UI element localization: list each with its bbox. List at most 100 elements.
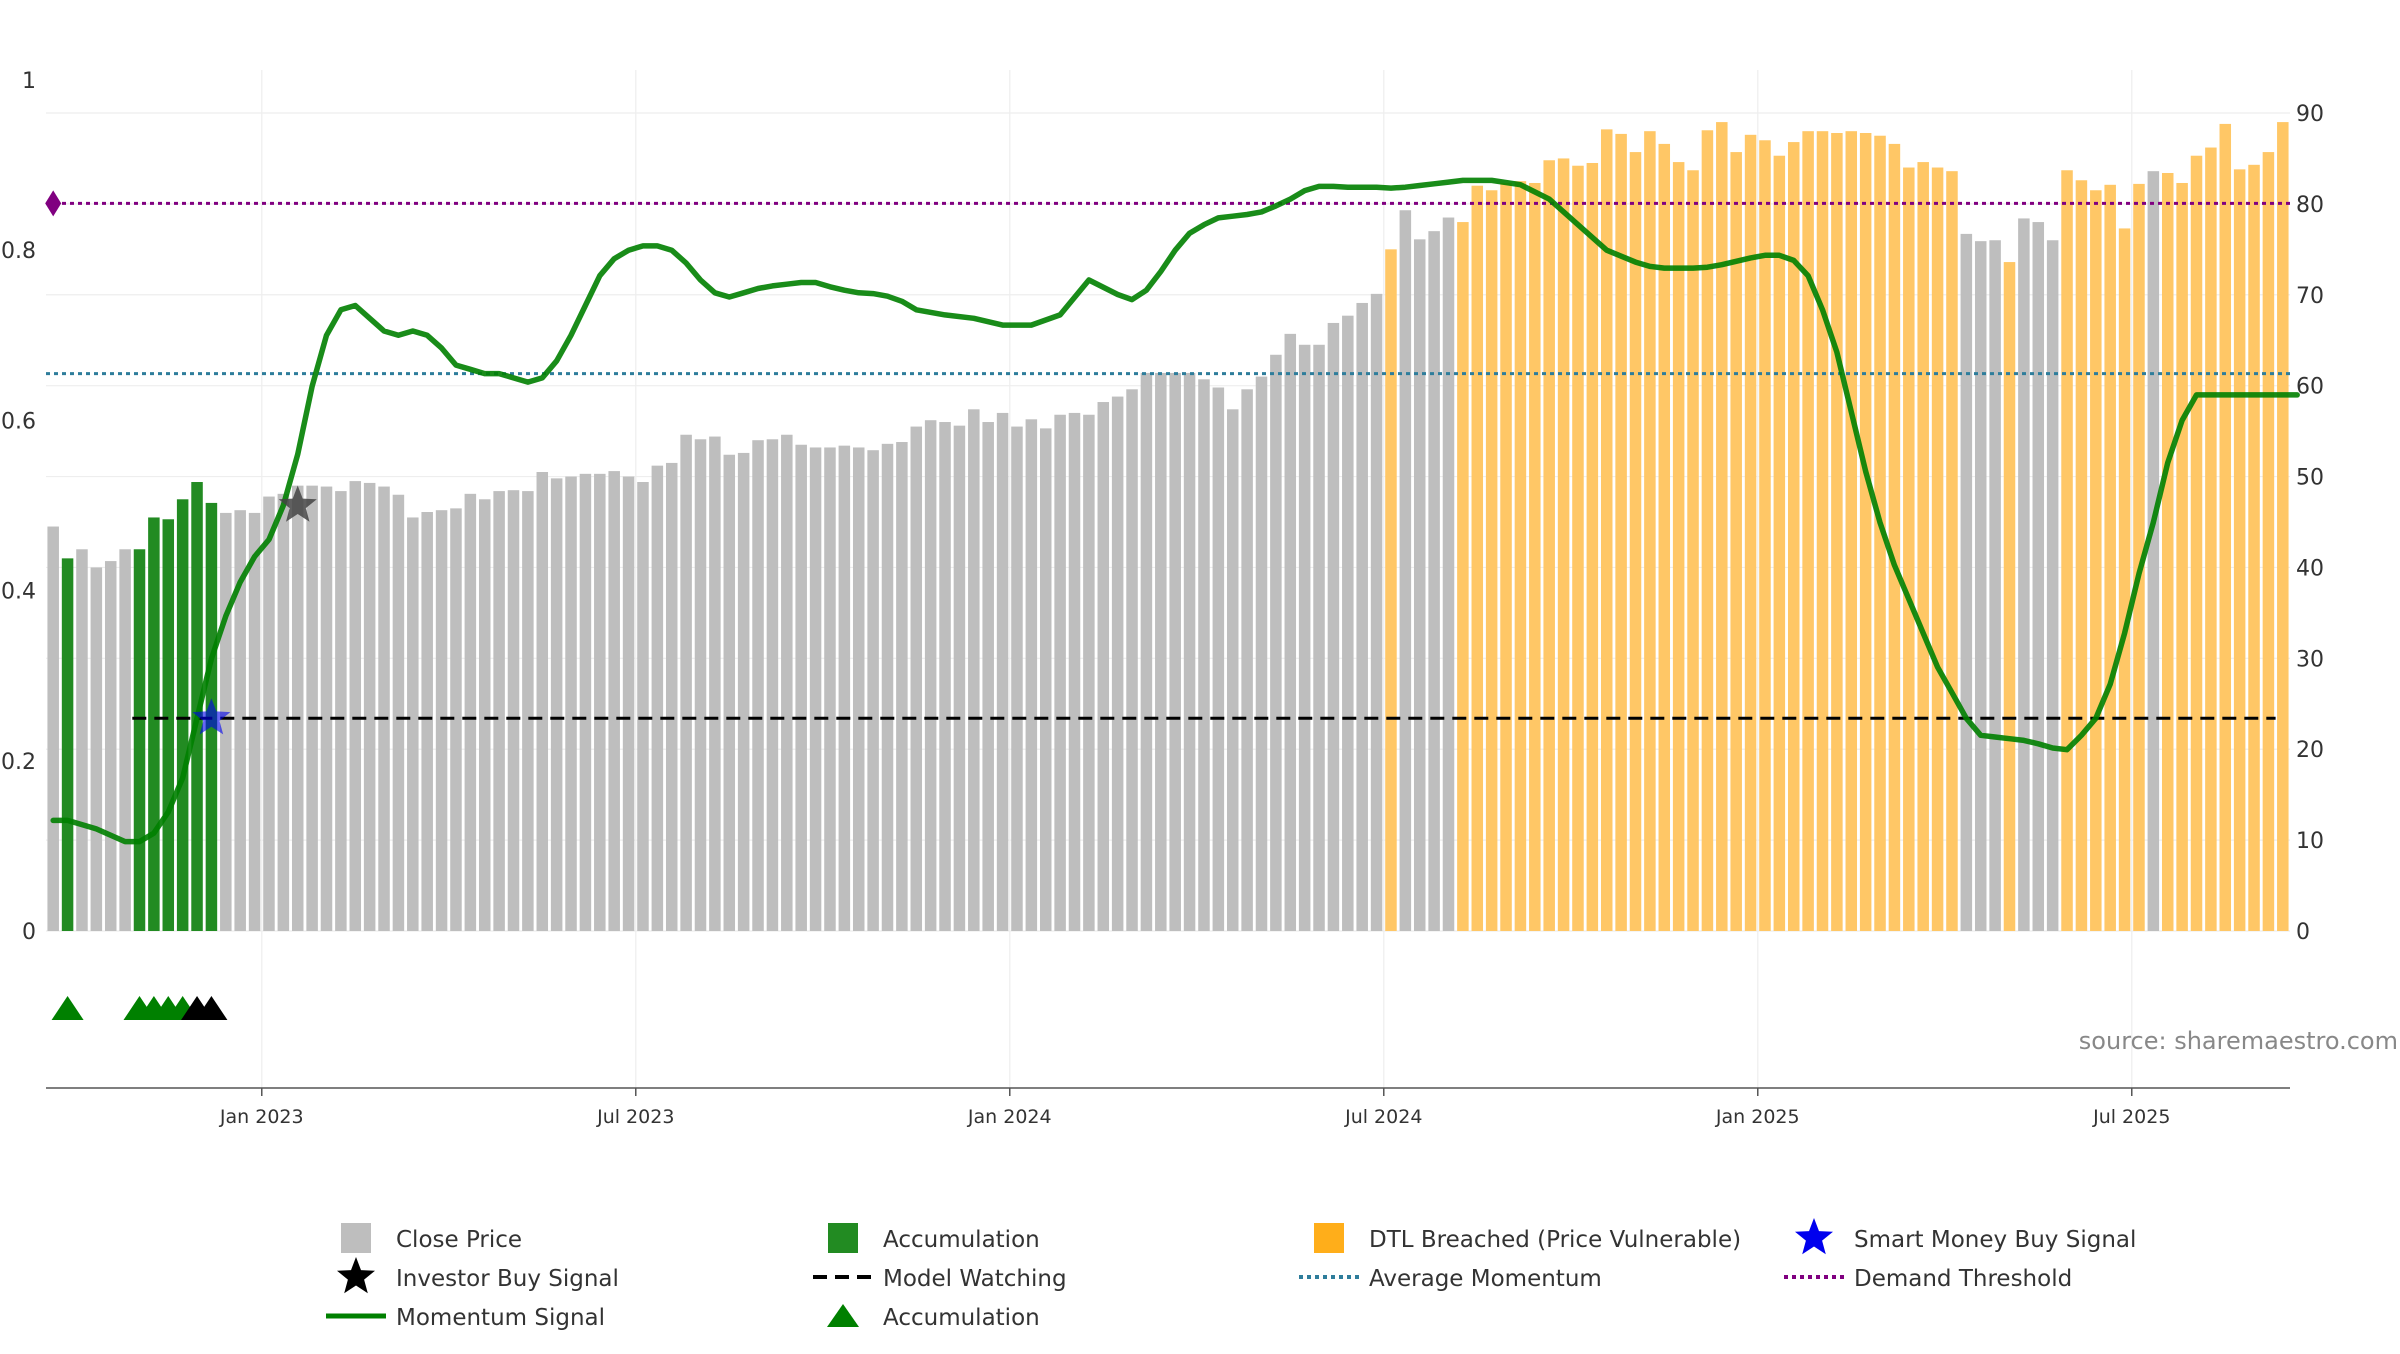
price-bar	[1255, 376, 1268, 932]
y-left-tick-label: 0.4	[1, 580, 36, 605]
price-bar	[1672, 162, 1685, 931]
price-bar	[1370, 293, 1383, 931]
momentum-signal-line	[50, 177, 2300, 845]
price-bar	[2046, 240, 2059, 932]
price-bar	[1759, 140, 1771, 931]
price-bar	[1457, 222, 1469, 931]
accumulation-triangle	[51, 996, 84, 1020]
y-left-tick-label: 0	[22, 920, 36, 945]
price-bar	[119, 549, 131, 931]
price-bar	[335, 491, 347, 931]
price-bar	[1946, 171, 1958, 932]
price-bar	[464, 493, 477, 931]
price-bar	[349, 481, 362, 931]
price-bar	[1514, 181, 1527, 932]
legend-label: Momentum Signal	[396, 1305, 605, 1331]
legend-star-icon	[1795, 1218, 1833, 1255]
legend-label: Smart Money Buy Signal	[1854, 1227, 2136, 1253]
price-bar	[478, 499, 491, 931]
price-bar	[450, 508, 462, 931]
price-bar	[176, 499, 189, 931]
price-bar	[1931, 167, 1944, 931]
price-bar	[680, 434, 692, 931]
price-bar	[1039, 428, 1052, 931]
price-bar	[378, 486, 390, 931]
legend-item: Accumulation	[827, 1304, 1040, 1331]
price-bar	[1802, 131, 1814, 931]
price-bar	[1644, 131, 1656, 931]
price-bar	[1543, 160, 1555, 931]
legend-item: Close Price	[341, 1223, 522, 1253]
y-left-tick-label: 0.2	[1, 750, 36, 775]
price-bar	[2262, 152, 2275, 931]
price-bar	[320, 486, 333, 931]
x-tick-label: Jan 2024	[967, 1106, 1052, 1128]
price-bar	[363, 482, 376, 931]
price-bar	[594, 473, 606, 931]
investor-buy-signal-star	[278, 485, 317, 522]
legend-item: Momentum Signal	[326, 1305, 605, 1331]
price-bar	[781, 434, 793, 931]
price-bar	[248, 512, 261, 931]
price-bar	[1572, 165, 1584, 932]
price-bar	[1845, 131, 1858, 931]
price-bar	[1298, 344, 1311, 931]
price-bar	[1831, 133, 1843, 931]
price-bar	[1198, 379, 1210, 931]
legend-label: Model Watching	[883, 1266, 1067, 1292]
price-bar	[1529, 182, 1541, 932]
legend-label: Accumulation	[883, 1227, 1040, 1253]
price-bar	[1385, 249, 1397, 931]
price-bar	[953, 425, 966, 931]
price-bar	[1888, 143, 1901, 931]
price-bar	[1140, 372, 1153, 931]
price-bar	[507, 490, 520, 931]
price-bar	[565, 476, 577, 931]
x-tick-label: Jan 2025	[1715, 1106, 1800, 1128]
price-bar	[1212, 387, 1225, 932]
price-bar	[2161, 172, 2174, 932]
signal-markers	[45, 190, 317, 735]
price-bar	[2133, 183, 2145, 931]
source-label: source: sharemaestro.com	[2079, 1027, 2398, 1055]
price-bar	[824, 447, 836, 931]
demand-marker-diamond	[45, 190, 62, 217]
price-bar	[1126, 389, 1138, 931]
price-bar	[1155, 372, 1167, 931]
price-bar	[622, 476, 635, 931]
accumulation-triangle	[195, 996, 228, 1020]
price-bar	[1600, 129, 1613, 932]
y-right-tick-label: 0	[2296, 920, 2310, 945]
price-bar	[2219, 123, 2232, 931]
price-bar	[1586, 162, 1599, 932]
price-bar	[2003, 262, 2016, 931]
price-bar	[723, 454, 736, 931]
price-bar	[1557, 158, 1570, 931]
price-bar	[2248, 164, 2260, 931]
price-bar	[1730, 152, 1742, 931]
price-bar	[694, 439, 707, 931]
price-bar	[2176, 182, 2188, 932]
x-tick-label: Jan 2023	[219, 1106, 304, 1128]
y-left-tick-label: 0.8	[1, 239, 36, 264]
price-bar	[637, 482, 649, 931]
x-tick-label: Jul 2023	[596, 1106, 674, 1128]
price-bar	[2147, 171, 2160, 932]
price-bar	[1270, 354, 1282, 931]
price-bar	[867, 450, 879, 931]
price-bar	[838, 445, 851, 931]
x-tick-label: Jul 2025	[2092, 1106, 2170, 1128]
legend-label: DTL Breached (Price Vulnerable)	[1369, 1227, 1741, 1253]
legend-label: Demand Threshold	[1854, 1266, 2072, 1292]
price-bar	[2032, 222, 2045, 931]
price-bar	[651, 465, 664, 931]
price-bar	[1169, 372, 1181, 931]
legend-triangle-icon	[827, 1304, 859, 1327]
price-bar	[522, 491, 534, 931]
price-bar	[1356, 302, 1368, 932]
y-right-tick-label: 30	[2296, 647, 2324, 672]
price-bar	[1787, 142, 1800, 931]
price-bar	[2090, 190, 2102, 931]
price-bar	[2205, 147, 2217, 932]
